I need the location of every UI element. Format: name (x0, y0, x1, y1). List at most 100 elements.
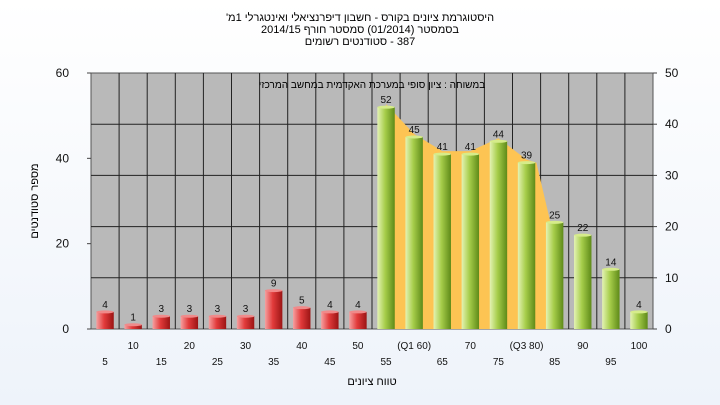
histogram-bar-cap (433, 152, 451, 156)
y2-axis-tick-label: 50 (665, 66, 679, 80)
histogram-bar (293, 307, 311, 329)
histogram-bar-cap (630, 310, 648, 314)
histogram-bar (377, 107, 395, 329)
histogram-bar-cap (293, 306, 311, 310)
bar-value-label: 52 (380, 95, 392, 106)
histogram-bar (489, 141, 508, 329)
histogram-bar (208, 316, 227, 329)
bar-value-label: 41 (465, 142, 477, 153)
y2-axis-tick-label: 10 (665, 271, 679, 285)
histogram-bar-cap (461, 152, 480, 156)
histogram-bar-cap (574, 233, 592, 237)
histogram-bar-cap (321, 310, 339, 314)
bar-value-label: 3 (243, 304, 249, 315)
histogram-bar (152, 316, 170, 329)
bar-value-label: 3 (187, 304, 193, 315)
histogram-bar (461, 154, 480, 329)
chart-subtitle: במשוחה : ציון סופי במערכת האקדמית במחשב … (259, 80, 485, 91)
bar-value-label: 1 (130, 313, 136, 324)
x-axis-tick-label: 55 (380, 357, 392, 368)
bar-value-label: 39 (521, 151, 533, 162)
histogram-bar (630, 311, 648, 329)
histogram-bar-cap (180, 314, 199, 318)
histogram-bar (236, 316, 255, 329)
x-axis-tick-label: 65 (437, 357, 449, 368)
bar-value-label: 14 (605, 257, 617, 268)
histogram-bar (180, 316, 199, 329)
y-axis-tick-label: 60 (56, 66, 70, 80)
y2-axis-tick-label: 20 (665, 220, 679, 234)
y-axis-tick-label: 0 (62, 322, 69, 336)
y2-axis-tick-label: 0 (665, 322, 672, 336)
bar-value-label: 9 (271, 279, 277, 290)
x-axis-tick-label: 45 (324, 357, 336, 368)
histogram-bar (517, 162, 536, 329)
y2-axis-tick-label: 30 (665, 168, 679, 182)
bar-value-label: 3 (215, 304, 221, 315)
histogram-bar (321, 311, 339, 329)
chart-title-line-3: 387 - סטודנטים רשומים (304, 36, 416, 48)
histogram-bar-cap (236, 314, 255, 318)
y2-axis-tick-label: 40 (665, 117, 679, 131)
histogram-bar-cap (152, 314, 170, 318)
chart-title-line-2: בסמסטר (01/2014) סמסטר חורף 2014/15 (260, 24, 460, 36)
bar-value-label: 5 (299, 296, 305, 307)
histogram-bar-cap (377, 105, 395, 109)
histogram-bar (264, 290, 283, 329)
histogram-bar-cap (349, 310, 367, 314)
y-axis-label: מספר סטודנטים (29, 163, 41, 238)
histogram-bar (433, 154, 451, 329)
histogram-bar-cap (602, 267, 620, 271)
histogram-bar (349, 311, 367, 329)
chart-title-line-1: היסטוגרמת ציונים בקורס - חשבון דיפרנציאל… (225, 12, 495, 24)
histogram-bar-cap (489, 139, 508, 143)
y-axis-tick-label: 20 (56, 237, 70, 251)
bar-value-label: 4 (327, 300, 333, 311)
bar-value-label: 4 (636, 300, 642, 311)
x-axis-tick-label: 15 (156, 357, 168, 368)
x-axis-tick-label: 20 (184, 341, 196, 352)
bar-value-label: 4 (102, 300, 108, 311)
histogram-bar-cap (208, 314, 227, 318)
x-axis-tick-label: 5 (102, 357, 108, 368)
x-axis-label: טווח ציונים (347, 376, 396, 388)
bar-layer (96, 105, 648, 329)
x-axis-tick-label: (Q3 80) (510, 341, 544, 352)
bar-value-label: 41 (437, 142, 449, 153)
y-axis-tick-label: 40 (56, 151, 70, 165)
axis-layer: 020406001020304050510152025303540455055(… (56, 66, 679, 368)
x-axis-tick-label: 95 (605, 357, 617, 368)
x-axis-tick-label: 10 (128, 341, 140, 352)
x-axis-tick-label: 50 (352, 341, 364, 352)
x-axis-tick-label: 90 (577, 341, 589, 352)
x-axis-tick-label: (Q1 60) (397, 341, 431, 352)
bar-value-label: 45 (409, 125, 421, 136)
histogram-bar (574, 235, 592, 329)
x-axis-tick-label: 75 (493, 357, 505, 368)
bar-value-label: 25 (549, 210, 561, 221)
histogram-bar-cap (545, 220, 564, 224)
grid-layer (91, 73, 653, 329)
x-axis-tick-label: 85 (549, 357, 561, 368)
histogram-bar (545, 222, 564, 329)
histogram-bar (405, 137, 423, 329)
x-axis-tick-label: 35 (268, 357, 280, 368)
x-axis-tick-label: 40 (296, 341, 308, 352)
histogram-bar-cap (264, 289, 283, 293)
bar-value-label: 22 (577, 223, 589, 234)
bar-value-label: 4 (355, 300, 361, 311)
x-axis-tick-label: 30 (240, 341, 252, 352)
histogram-bar-cap (96, 310, 114, 314)
histogram-bar-cap (405, 135, 423, 139)
histogram-bar (602, 269, 620, 329)
bar-value-label: 3 (158, 304, 164, 315)
histogram-bar-cap (124, 323, 142, 327)
x-axis-tick-label: 25 (212, 357, 224, 368)
histogram-bar (124, 324, 142, 329)
x-axis-tick-label: 100 (631, 341, 648, 352)
histogram-bar-cap (517, 161, 536, 165)
x-axis-tick-label: 70 (465, 341, 477, 352)
